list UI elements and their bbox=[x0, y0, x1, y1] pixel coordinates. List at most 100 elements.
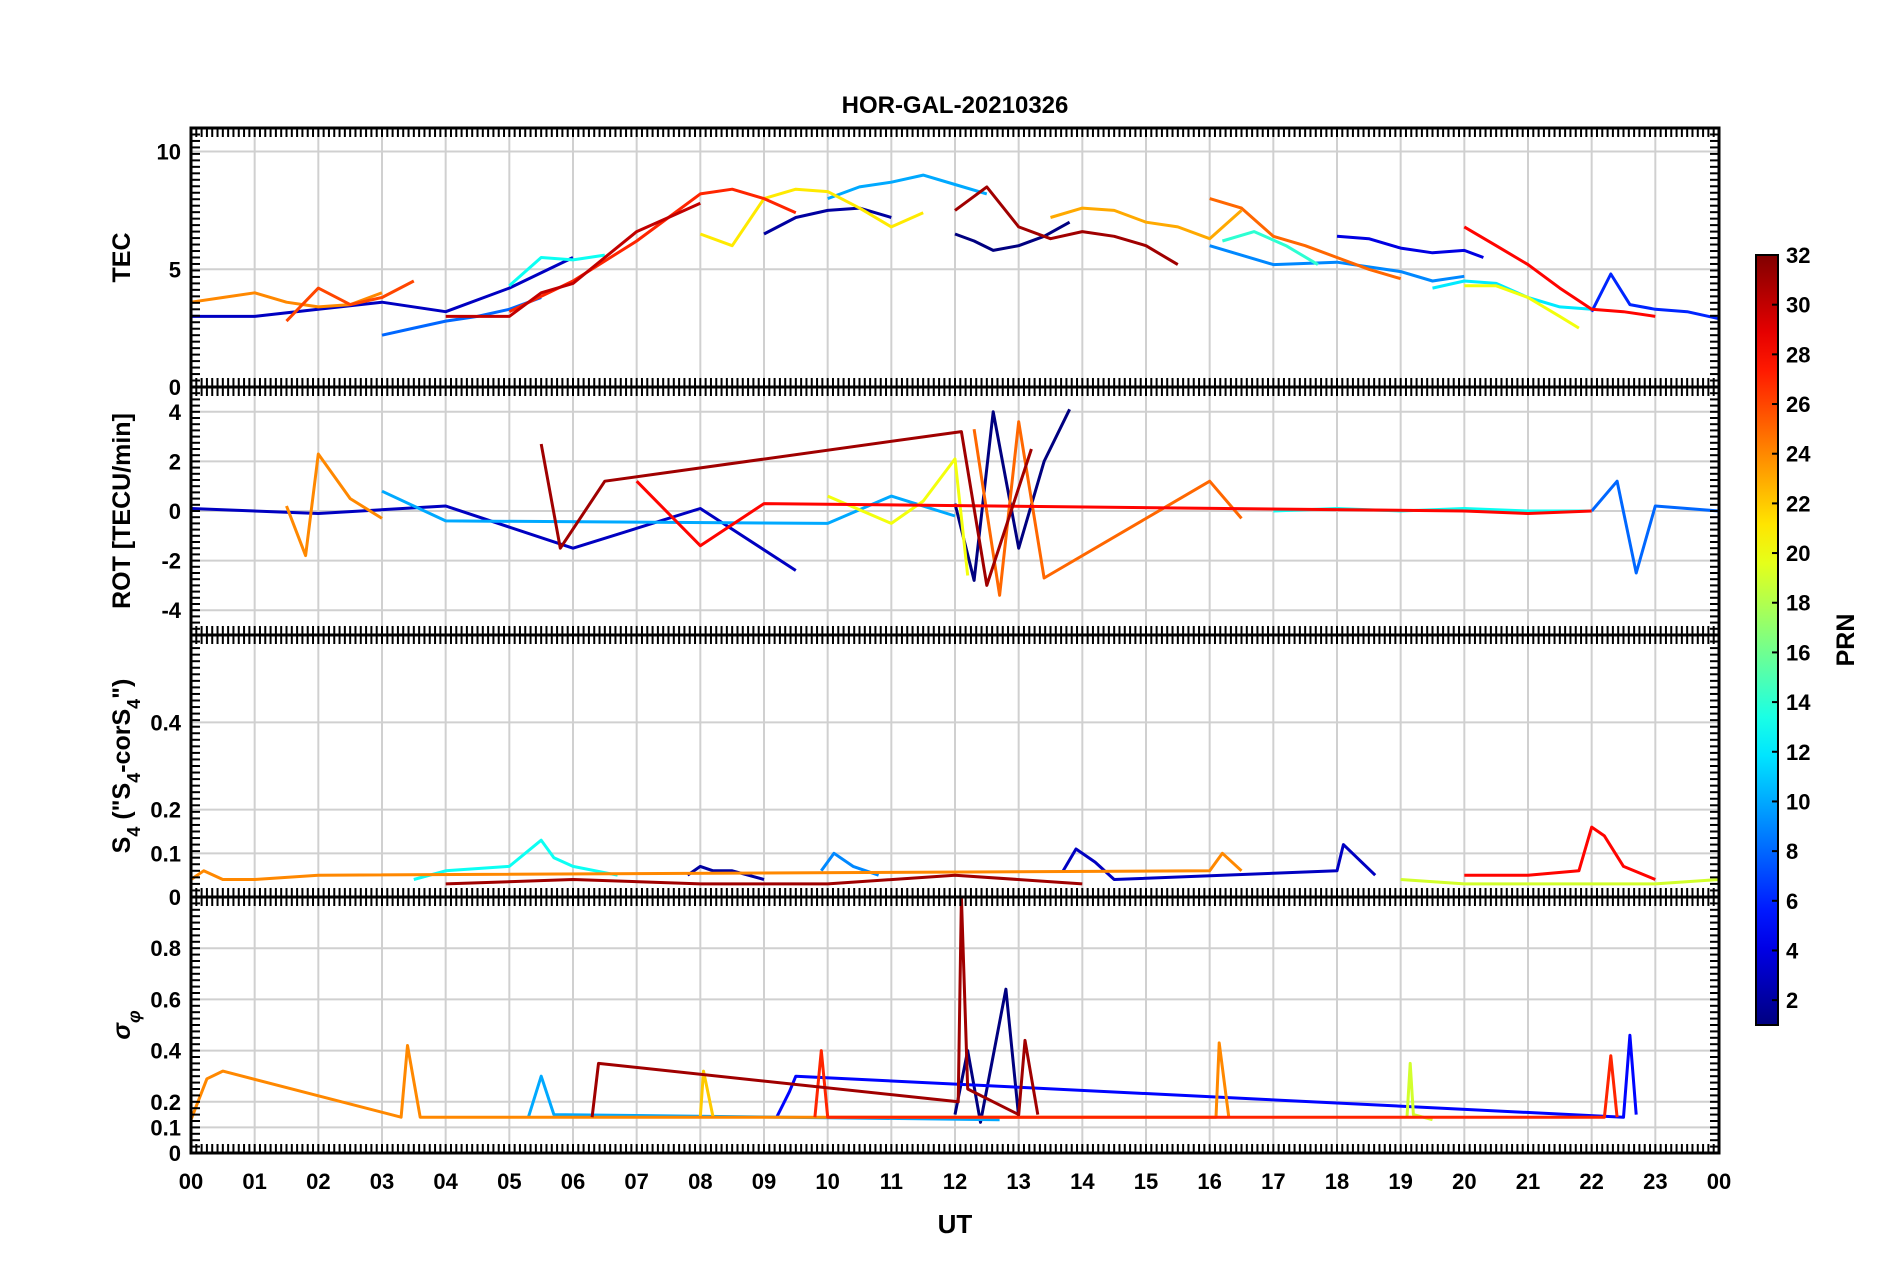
colorbar-tick-label: 18 bbox=[1786, 591, 1810, 616]
y-tick-label: 2 bbox=[169, 449, 181, 474]
series-line-prn-30 bbox=[445, 201, 701, 318]
y-tick-label: -4 bbox=[161, 598, 181, 623]
x-tick-label: 20 bbox=[1452, 1169, 1476, 1194]
x-tick-label: 11 bbox=[880, 1169, 903, 1194]
x-tick-label: 19 bbox=[1388, 1169, 1412, 1194]
series-line-prn-19 bbox=[1400, 878, 1720, 886]
y-tick-label: 4 bbox=[169, 400, 182, 425]
y-axis-label-sigma_phi: σφ bbox=[108, 1010, 144, 1040]
colorbar-tick-label: 4 bbox=[1786, 938, 1799, 963]
series-line-prn-19 bbox=[1405, 1061, 1433, 1122]
y-tick-label: 0.2 bbox=[150, 1090, 181, 1115]
colorbar-tick-label: 12 bbox=[1786, 740, 1810, 765]
series-line-prn-28 bbox=[1464, 825, 1656, 881]
series-line-prn-14 bbox=[1221, 230, 1319, 266]
colorbar-tick-label: 26 bbox=[1786, 392, 1810, 417]
series-line-prn-27 bbox=[508, 187, 797, 314]
series-line-prn-31 bbox=[539, 430, 1033, 587]
series-line-prn-13 bbox=[413, 838, 618, 881]
x-tick-label: 06 bbox=[561, 1169, 585, 1194]
x-tick-label: 00 bbox=[1707, 1169, 1731, 1194]
colorbar-tick-label: 10 bbox=[1786, 789, 1810, 814]
series-line-prn-13 bbox=[508, 253, 606, 287]
series-line-prn-31 bbox=[590, 895, 1040, 1118]
y-tick-label: 0.6 bbox=[150, 987, 181, 1012]
x-tick-label: 03 bbox=[370, 1169, 394, 1194]
colorbar-label: PRN bbox=[1832, 614, 1860, 667]
series-line-prn-28 bbox=[1463, 225, 1656, 318]
colorbar-tick-label: 16 bbox=[1786, 640, 1810, 665]
x-tick-label: 10 bbox=[815, 1169, 839, 1194]
series-line-prn-6 bbox=[1590, 272, 1720, 321]
x-tick-label: 22 bbox=[1579, 1169, 1603, 1194]
x-tick-label: 01 bbox=[242, 1169, 266, 1194]
y-axis-label-s4: S4 ("S4-corS4") bbox=[108, 679, 144, 854]
x-tick-label: 14 bbox=[1070, 1169, 1095, 1194]
colorbar-gradient bbox=[1755, 254, 1779, 1026]
y-tick-label: 0.1 bbox=[150, 841, 181, 866]
x-tick-label: 23 bbox=[1643, 1169, 1667, 1194]
colorbar-tick-label: 30 bbox=[1786, 293, 1810, 318]
x-tick-label: 08 bbox=[688, 1169, 712, 1194]
frame-layer bbox=[189, 126, 1721, 1155]
y-axis-label-rot: ROT [TECU/min] bbox=[108, 413, 136, 609]
series-line-prn-9 bbox=[1209, 244, 1465, 283]
data-layer bbox=[189, 173, 1720, 1124]
x-tick-label: 18 bbox=[1325, 1169, 1349, 1194]
series-line-prn-23 bbox=[1050, 206, 1243, 241]
x-tick-label: 02 bbox=[306, 1169, 330, 1194]
series-line-prn-27 bbox=[813, 1049, 1619, 1119]
series-line-prn-1 bbox=[953, 987, 1021, 1124]
x-tick-label: 09 bbox=[752, 1169, 776, 1194]
colorbar-tick-label: 14 bbox=[1786, 690, 1811, 715]
colorbar-tick-label: 2 bbox=[1786, 988, 1798, 1013]
x-tick-label: 12 bbox=[943, 1169, 967, 1194]
series-line-prn-22 bbox=[698, 1069, 715, 1118]
y-tick-label: 0.4 bbox=[150, 710, 181, 735]
x-tick-label: 13 bbox=[1006, 1169, 1030, 1194]
y-tick-label: 5 bbox=[169, 257, 181, 282]
y-tick-label: 0.8 bbox=[150, 936, 181, 961]
x-axis-label: UT bbox=[938, 1209, 973, 1239]
colorbar-tick-label: 32 bbox=[1786, 243, 1810, 268]
series-line-prn-24 bbox=[285, 452, 383, 558]
series-line-prn-9 bbox=[820, 851, 880, 877]
x-tick-label: 21 bbox=[1516, 1169, 1540, 1194]
y-tick-label: 0.1 bbox=[150, 1115, 181, 1140]
series-line-prn-1 bbox=[954, 220, 1071, 252]
y-tick-label: 0 bbox=[169, 499, 181, 524]
x-tick-label: 05 bbox=[497, 1169, 521, 1194]
y-tick-label: -2 bbox=[161, 549, 181, 574]
series-line-prn-1 bbox=[953, 408, 1071, 582]
y-tick-label: 0.4 bbox=[150, 1039, 181, 1064]
x-tick-label: 00 bbox=[179, 1169, 203, 1194]
series-line-prn-8 bbox=[1590, 479, 1720, 575]
series-line-prn-26 bbox=[285, 279, 415, 323]
series-line-prn-10 bbox=[827, 173, 988, 201]
y-tick-label: 0 bbox=[169, 885, 181, 910]
series-line-prn-24 bbox=[189, 1041, 1231, 1121]
series-line-prn-31 bbox=[954, 185, 1179, 266]
series-line-prn-31 bbox=[445, 873, 1083, 886]
series-line-prn-3 bbox=[191, 256, 574, 318]
series-line-prn-20 bbox=[827, 457, 970, 576]
series-line-prn-28 bbox=[635, 480, 1592, 548]
series-line-prn-20 bbox=[1464, 284, 1580, 330]
series-line-prn-25 bbox=[972, 420, 1243, 597]
colorbar-tick-label: 20 bbox=[1786, 541, 1810, 566]
series-line-prn-5 bbox=[775, 1033, 1638, 1119]
y-tick-label: 0 bbox=[169, 1141, 181, 1166]
series-line-prn-25 bbox=[1209, 197, 1402, 281]
chart-title: HOR-GAL-20210326 bbox=[842, 92, 1069, 119]
series-line-prn-2 bbox=[763, 206, 892, 236]
series-line-prn-4 bbox=[1336, 234, 1484, 259]
x-tick-label: 17 bbox=[1261, 1169, 1285, 1194]
colorbar-tick-label: 8 bbox=[1786, 839, 1798, 864]
x-tick-label: 16 bbox=[1197, 1169, 1221, 1194]
colorbar-tick-label: 28 bbox=[1786, 342, 1810, 367]
y-axis-label-tec: TEC bbox=[108, 233, 136, 283]
series-line-prn-3 bbox=[190, 504, 797, 572]
